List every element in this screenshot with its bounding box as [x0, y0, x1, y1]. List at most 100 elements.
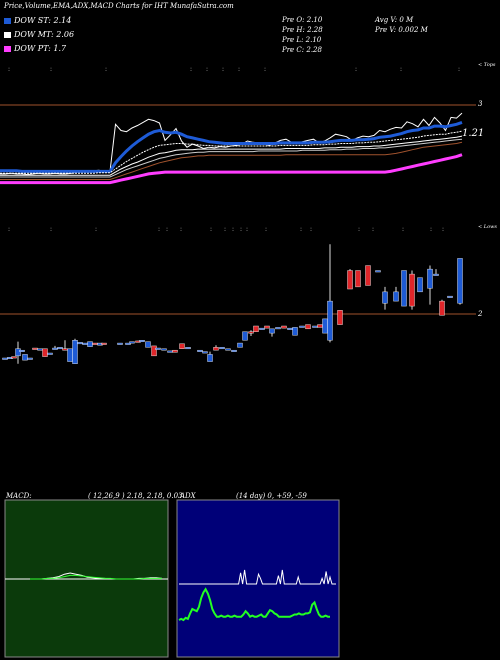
- candle: [67, 348, 73, 362]
- avg-volume: Avg V: 0 M: [375, 16, 414, 24]
- candle: [197, 349, 203, 352]
- candle: [317, 324, 323, 328]
- candle: [327, 300, 333, 341]
- candle: [37, 348, 43, 351]
- candle: [347, 270, 353, 290]
- tick-mark: :: [264, 66, 266, 73]
- candle: [167, 350, 173, 353]
- candle: [19, 349, 25, 352]
- candle: [292, 327, 298, 336]
- candle: [32, 347, 38, 350]
- tick-mark: :: [246, 226, 248, 233]
- lows-label: < Lows: [478, 224, 497, 230]
- pre-low: Pre L: 2.10: [282, 36, 322, 44]
- legend-dow-pt: DOW PT: 1.7: [4, 44, 66, 53]
- series-ema_white1: [0, 135, 463, 176]
- tick-mark: :: [105, 66, 107, 73]
- legend-dow-st: DOW ST: 2.14: [4, 16, 71, 25]
- macd-label: MACD:: [6, 492, 32, 500]
- tick-mark: :: [240, 226, 242, 233]
- tick-mark: :: [458, 66, 460, 73]
- candle: [355, 270, 361, 288]
- series-ema_white2: [0, 138, 463, 178]
- candle: [101, 342, 107, 345]
- candle: [22, 354, 28, 361]
- tick-mark: :: [180, 226, 182, 233]
- tick-mark: :: [402, 226, 404, 233]
- candle: [92, 342, 98, 345]
- series-dow_pt_line: [0, 153, 463, 185]
- candle: [248, 331, 254, 334]
- candle: [179, 343, 185, 349]
- candle: [42, 348, 48, 357]
- candle: [409, 273, 415, 307]
- candle: [237, 342, 243, 348]
- dow-st-label: DOW ST: 2.14: [14, 16, 72, 25]
- candle: [322, 318, 328, 334]
- candle: [299, 325, 305, 328]
- candle: [52, 347, 58, 350]
- tick-mark: :: [166, 226, 168, 233]
- adx-label: ADX: [180, 492, 196, 500]
- series-ema_slow: [0, 130, 463, 174]
- tick-mark: :: [8, 66, 10, 73]
- candle: [457, 258, 463, 304]
- tick-mark: :: [224, 226, 226, 233]
- price-ema-lines: [0, 112, 463, 185]
- candle: [62, 348, 68, 351]
- candle: [439, 300, 445, 316]
- candle: [447, 295, 453, 298]
- candle: [155, 347, 161, 350]
- tick-mark: :: [210, 226, 212, 233]
- macd-params: ( 12,26,9 ) 2.18, 2.18, 0.03: [88, 492, 183, 500]
- pre-close: Pre C: 2.28: [282, 46, 322, 54]
- candle: [275, 327, 281, 330]
- tick-mark: :: [400, 66, 402, 73]
- tops-label: < Tops: [478, 62, 496, 68]
- dow-st-swatch: [4, 17, 11, 24]
- candle: [15, 348, 21, 357]
- dow-pt-label: DOW PT: 1.7: [14, 44, 67, 53]
- dow-mt-label: DOW MT: 2.06: [14, 30, 75, 39]
- tick-mark: :: [232, 226, 234, 233]
- candle: [337, 310, 343, 325]
- candle: [202, 351, 208, 354]
- candle: [172, 349, 178, 353]
- tick-mark: :: [355, 66, 357, 73]
- candle: [207, 354, 213, 362]
- candle: [382, 291, 388, 304]
- adx-params: (14 day) 0, +59, -59: [236, 492, 307, 500]
- tick-mark: :: [430, 226, 432, 233]
- candle: [125, 342, 131, 345]
- adx-lines: [178, 569, 336, 622]
- dow-mt-swatch: [4, 31, 11, 38]
- tick-mark: :: [238, 66, 240, 73]
- candle: [401, 270, 407, 307]
- dow-pt-swatch: [4, 45, 11, 52]
- pre-open: Pre O: 2.10: [282, 16, 323, 24]
- candle: [264, 325, 270, 329]
- legend-dow-mt: DOW MT: 2.06: [4, 30, 74, 39]
- candle: [242, 331, 248, 341]
- tick-mark: :: [50, 66, 52, 73]
- candle: [417, 277, 423, 293]
- candle: [87, 341, 93, 347]
- series-ema_brown: [0, 141, 463, 180]
- series-adx-white: [179, 569, 336, 585]
- candle: [231, 349, 237, 352]
- candle: [77, 342, 83, 345]
- tick-mark: :: [358, 226, 360, 233]
- candle: [11, 356, 17, 359]
- series-adx-green: [178, 587, 330, 622]
- candle: [433, 273, 439, 276]
- candle: [305, 324, 311, 330]
- candle: [129, 341, 135, 344]
- series-signal: [30, 574, 162, 580]
- candle: [259, 327, 265, 330]
- candle: [139, 340, 145, 342]
- candle: [145, 341, 151, 348]
- candle: [375, 270, 381, 273]
- candle: [2, 357, 8, 360]
- tick-mark: :: [95, 226, 97, 233]
